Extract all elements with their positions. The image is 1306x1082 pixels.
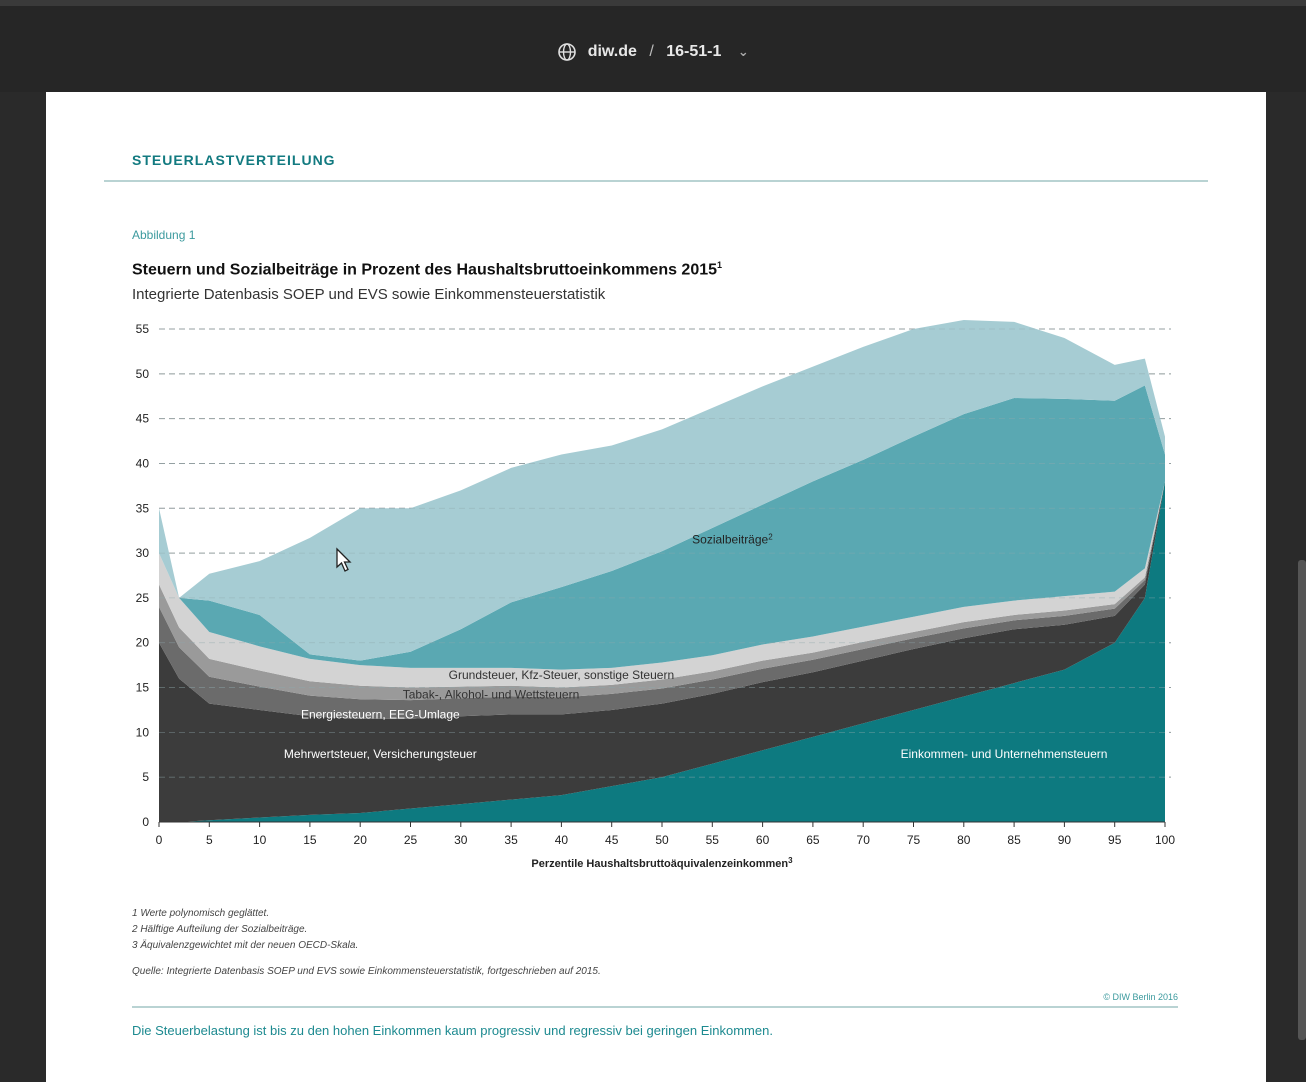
x-axis-title: Perzentile Haushaltsbruttoäquivalenzeink… <box>531 856 793 870</box>
figure-title-sup: 1 <box>717 260 723 270</box>
source-note: Quelle: Integrierte Datenbasis SOEP und … <box>132 966 601 977</box>
series-label: Grundsteuer, Kfz-Steuer, sonstige Steuer… <box>449 668 674 682</box>
divider <box>104 180 1208 182</box>
x-tick-label: 5 <box>206 833 213 847</box>
mouse-cursor-icon <box>336 547 352 572</box>
footnote: 2 Hälftige Aufteilung der Sozialbeiträge… <box>132 924 308 935</box>
series-label: Mehrwertsteuer, Versicherungsteuer <box>284 747 477 761</box>
x-tick-label: 20 <box>354 833 368 847</box>
x-tick-label: 25 <box>404 833 418 847</box>
area-series-3 <box>159 481 1165 719</box>
series-label: Tabak-, Alkohol- und Wettsteuern <box>403 688 580 702</box>
figure-title-text: Steuern und Sozialbeiträge in Prozent de… <box>132 261 718 279</box>
divider <box>132 1006 1178 1008</box>
document-page: STEUERLASTVERTEILUNG Abbildung 1 Steuern… <box>46 92 1266 1082</box>
y-tick-label: 20 <box>136 636 150 650</box>
address-breadcrumb[interactable]: diw.de / 16-51-1 ⌄ <box>0 42 1306 62</box>
browser-top-bar: diw.de / 16-51-1 ⌄ <box>0 0 1306 92</box>
section-heading: STEUERLASTVERTEILUNG <box>132 152 336 168</box>
site-name[interactable]: diw.de <box>587 43 637 60</box>
x-tick-label: 55 <box>706 833 720 847</box>
y-tick-label: 45 <box>136 412 150 426</box>
copyright: © DIW Berlin 2016 <box>1103 992 1178 1002</box>
series-label: Einkommen- und Unternehmensteuern <box>901 747 1108 761</box>
page-name[interactable]: 16-51-1 <box>666 43 722 60</box>
series-label: Sozialbeiträge2 <box>692 533 773 547</box>
x-tick-label: 45 <box>605 833 619 847</box>
area-series-6 <box>159 385 1165 670</box>
figure-title: Steuern und Sozialbeiträge in Prozent de… <box>132 260 722 279</box>
area-series-7 <box>159 320 1165 661</box>
x-tick-label: 0 <box>156 833 163 847</box>
x-tick-label: 90 <box>1058 833 1072 847</box>
x-tick-label: 40 <box>555 833 569 847</box>
area-series-4 <box>159 481 1165 701</box>
x-tick-label: 50 <box>655 833 669 847</box>
x-tick-label: 10 <box>253 833 267 847</box>
figure-caption: Die Steuerbelastung ist bis zu den hohen… <box>132 1023 773 1038</box>
area-series-2 <box>159 481 1165 822</box>
figure-label: Abbildung 1 <box>132 228 196 242</box>
x-tick-label: 60 <box>756 833 770 847</box>
footnote: 1 Werte polynomisch geglättet. <box>132 908 270 919</box>
y-tick-label: 30 <box>136 546 150 560</box>
chevron-down-icon[interactable]: ⌄ <box>737 44 749 59</box>
y-tick-label: 0 <box>142 815 149 829</box>
x-tick-label: 95 <box>1108 833 1122 847</box>
area-series-5 <box>159 481 1165 688</box>
series-label-sup: 2 <box>768 533 773 542</box>
x-tick-label: 100 <box>1155 833 1175 847</box>
y-tick-label: 25 <box>136 591 150 605</box>
x-tick-label: 85 <box>1007 833 1021 847</box>
y-tick-label: 10 <box>136 725 150 739</box>
x-tick-label: 70 <box>857 833 871 847</box>
y-tick-label: 35 <box>136 501 150 515</box>
footnotes: 1 Werte polynomisch geglättet. 2 Hälftig… <box>132 906 358 954</box>
x-axis-title-sup: 3 <box>788 856 793 865</box>
y-tick-label: 50 <box>136 367 150 381</box>
globe-icon <box>558 43 577 61</box>
y-tick-label: 5 <box>142 770 149 784</box>
breadcrumb-separator: / <box>649 43 654 60</box>
y-tick-label: 15 <box>136 681 150 695</box>
x-tick-label: 80 <box>957 833 971 847</box>
footnote: 3 Äquivalenzgewichtet mit der neuen OECD… <box>132 940 359 951</box>
x-tick-label: 65 <box>806 833 820 847</box>
stacked-area-chart: 0 5 10 15 20 25 30 35 40 45 50 55 0 5 10 15 20 25 30 35 40 45… <box>136 320 1175 870</box>
x-tick-label: 35 <box>504 833 518 847</box>
figure-subtitle: Integrierte Datenbasis SOEP und EVS sowi… <box>132 286 606 303</box>
y-tick-label: 55 <box>136 322 150 336</box>
x-tick-label: 30 <box>454 833 468 847</box>
x-tick-label: 75 <box>907 833 921 847</box>
area-series-1 <box>159 481 1165 822</box>
x-tick-label: 15 <box>303 833 317 847</box>
y-tick-label: 40 <box>136 456 150 470</box>
series-label: Energiesteuern, EEG-Umlage <box>301 707 460 721</box>
scrollbar-thumb[interactable] <box>1298 560 1306 1040</box>
